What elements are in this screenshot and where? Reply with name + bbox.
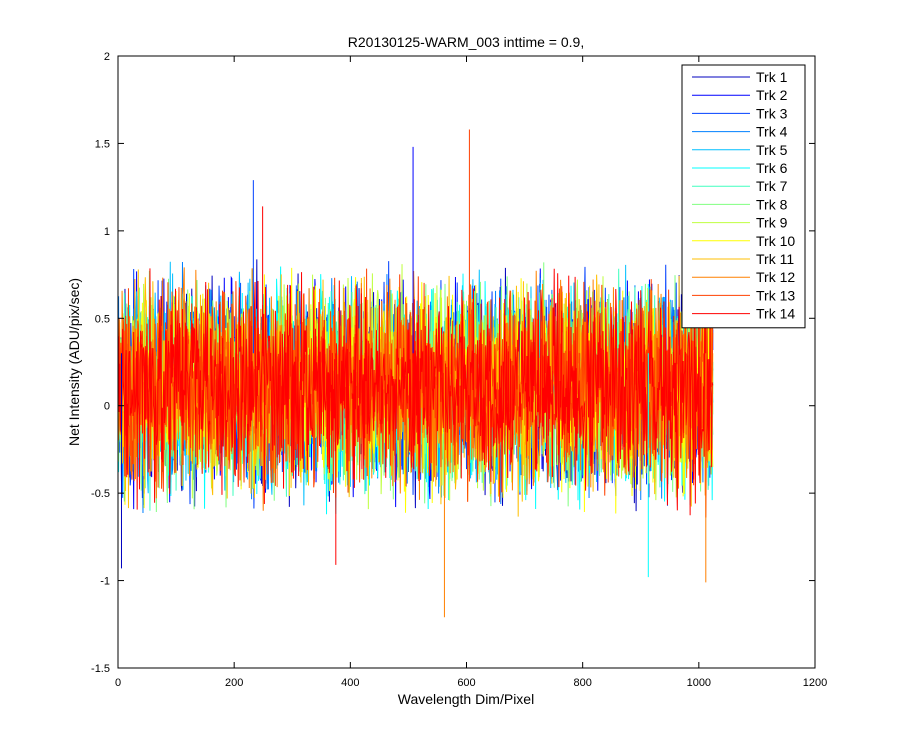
y-tick-label: 1 [104,226,110,238]
y-tick-label: -1 [100,576,110,588]
legend-label: Trk 5 [756,142,788,158]
y-tick-label: 0.5 [95,313,110,325]
ticks-layer: 0 200 400 600 800 1000 1200 -1.5 -1 -0.5 0 0.5 1 1.5 2 [91,51,827,689]
legend-label: Trk 13 [756,287,795,303]
legend-label: Trk 4 [756,124,788,140]
y-tick-label: 0 [104,401,110,413]
y-tick-label: -0.5 [91,488,110,500]
x-tick-label: 1200 [803,677,827,689]
legend-label: Trk 2 [756,87,788,103]
legend-label: Trk 6 [756,160,788,176]
legend: Trk 1 Trk 2 Trk 3 Trk 4 Trk 5 Trk 6 Trk 7 Trk 8… [681,64,806,329]
y-tick-label: -1.5 [91,663,110,675]
series-layer [118,129,714,618]
legend-label: Trk 3 [756,105,788,121]
y-tick-label: 1.5 [95,138,110,150]
x-tick-label: 400 [341,677,359,689]
x-tick-label: 600 [457,677,475,689]
legend-label: Trk 12 [756,269,795,285]
legend-label: Trk 14 [756,306,795,322]
x-tick-label: 1000 [687,677,711,689]
x-tick-label: 0 [115,677,121,689]
y-axis-label: Net Intensity (ADU/pix/sec) [66,278,82,446]
x-tick-label: 800 [573,677,591,689]
chart-title: R20130125-WARM_003 inttime = 0.9, [348,34,584,50]
legend-box [681,64,806,329]
legend-label: Trk 11 [756,251,794,267]
series-line-trk-14 [118,268,714,518]
y-tick-label: 2 [104,51,110,63]
legend-label: Trk 8 [756,196,788,212]
x-axis-label: Wavelength Dim/Pixel [398,691,534,707]
legend-label: Trk 10 [756,233,795,249]
legend-label: Trk 7 [756,178,788,194]
legend-label: Trk 1 [756,69,788,85]
legend-label: Trk 9 [756,215,788,231]
x-tick-label: 200 [225,677,243,689]
